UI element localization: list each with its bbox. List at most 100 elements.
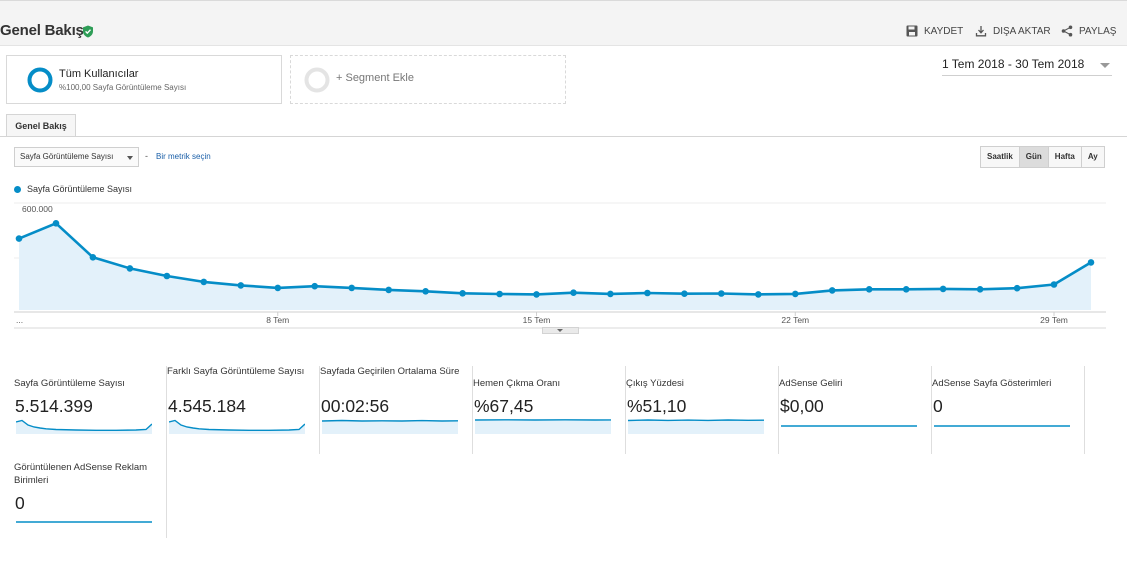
chart-legend: Sayfa Görüntüleme Sayısı [14, 184, 132, 194]
kpi-value: 0 [933, 396, 943, 416]
x-tick-label: ... [16, 315, 23, 325]
kpi-avg-time-on-page[interactable]: Sayfada Geçirilen Ortalama Süre 00:02:56 [320, 366, 473, 454]
tab-divider [0, 136, 1127, 137]
legend-dot [14, 185, 21, 193]
granularity-weekly-button[interactable]: Hafta [1049, 147, 1082, 167]
kpi-bounce-rate[interactable]: Hemen Çıkma Oranı %67,45 [473, 366, 626, 454]
data-point [311, 282, 319, 290]
kpi-sparkline [16, 419, 152, 434]
kpi-value: %67,45 [474, 396, 534, 416]
series-line [18, 222, 1092, 296]
granularity-toggle: Saatlik Gün Hafta Ay [980, 146, 1105, 168]
kpi-adsense-ad-units-viewed[interactable]: Görüntülenen AdSense Reklam Birimleri 0 [14, 450, 167, 538]
data-point [126, 265, 134, 272]
data-point [385, 286, 393, 294]
kpi-sparkline [934, 425, 1070, 427]
granularity-daily-button[interactable]: Gün [1019, 147, 1049, 167]
segment-title: Tüm Kullanıcılar [59, 68, 139, 80]
x-tick-label: 15 Tem [523, 315, 551, 325]
chevron-down-icon [1100, 63, 1110, 68]
kpi-label: Çıkış Yüzdesi [626, 378, 684, 389]
kpi-pageviews[interactable]: Sayfa Görüntüleme Sayısı 5.514.399 [14, 366, 167, 454]
kpi-adsense-page-impressions[interactable]: AdSense Sayfa Gösterimleri 0 [932, 366, 1085, 454]
kpi-adsense-revenue[interactable]: AdSense Geliri $0,00 [779, 366, 932, 454]
save-button[interactable]: KAYDET [906, 25, 963, 37]
kpi-sparkline [16, 521, 152, 523]
data-point [1013, 284, 1021, 292]
data-point [644, 289, 651, 297]
kpi-value: 0 [15, 493, 25, 513]
share-label: PAYLAŞ [1079, 25, 1117, 37]
kpi-label: Hemen Çıkma Oranı [473, 378, 561, 389]
area-fill [19, 223, 1091, 310]
y-tick-label: 600.000 [22, 204, 53, 214]
data-point [828, 287, 836, 294]
data-point [274, 284, 282, 292]
kpi-label: Sayfada Geçirilen Ortalama Süre [320, 366, 460, 377]
data-point [681, 290, 688, 298]
kpi-sparkline [781, 425, 917, 427]
x-tick-label: 8 Tem [266, 315, 289, 325]
segment-ring-icon [27, 67, 53, 98]
kpi-exit-rate[interactable]: Çıkış Yüzdesi %51,10 [626, 366, 779, 454]
legend-label: Sayfa Görüntüleme Sayısı [27, 184, 133, 194]
kpi-value: %51,10 [627, 396, 687, 416]
data-point [865, 286, 873, 293]
data-point [237, 282, 245, 289]
data-point [792, 290, 799, 298]
add-segment-label: + Segment Ekle [336, 72, 414, 84]
empty-segment-ring-icon [304, 67, 330, 98]
segment-subtitle: %100,00 Sayfa Görüntüleme Sayısı [59, 83, 187, 92]
data-point [902, 286, 910, 293]
data-point [15, 235, 23, 242]
kpi-label: Sayfa Görüntüleme Sayısı [14, 378, 125, 389]
data-point [1050, 281, 1058, 288]
x-tick-label: 22 Tem [781, 315, 809, 325]
data-point [533, 291, 540, 298]
metric-select-value: Sayfa Görüntüleme Sayısı [20, 152, 114, 161]
kpi-value: 5.514.399 [15, 396, 93, 416]
kpi-sparkline [169, 419, 305, 434]
data-point [607, 290, 614, 298]
kpi-label: Farklı Sayfa Görüntüleme Sayısı [167, 366, 305, 377]
data-point [89, 253, 97, 261]
kpi-unique-pageviews[interactable]: Farklı Sayfa Görüntüleme Sayısı 4.545.18… [167, 366, 320, 454]
segment-all-users[interactable]: Tüm Kullanıcılar %100,00 Sayfa Görüntüle… [6, 55, 282, 104]
page-title: Genel Bakış [0, 22, 84, 39]
x-tick-label: 29 Tem [1040, 315, 1068, 325]
data-point [348, 284, 356, 292]
metric-separator: - [145, 151, 148, 161]
report-header: Genel Bakış KAYDET DIŞA AKTAR [0, 0, 1127, 46]
data-point [939, 285, 947, 293]
kpi-label: AdSense Geliri [779, 378, 843, 389]
kpi-label: Görüntülenen AdSense Reklam Birimleri [14, 462, 148, 486]
date-range-picker[interactable]: 1 Tem 2018 - 30 Tem 2018 [942, 57, 1112, 76]
share-button[interactable]: PAYLAŞ [1061, 25, 1116, 37]
add-segment-button[interactable]: + Segment Ekle [290, 55, 566, 104]
kpi-sparkline [322, 419, 458, 434]
date-range-label: 1 Tem 2018 - 30 Tem 2018 [942, 57, 1085, 71]
data-point [200, 278, 208, 286]
export-button[interactable]: DIŞA AKTAR [975, 25, 1051, 37]
granularity-hourly-button[interactable]: Saatlik [981, 147, 1020, 167]
data-point [570, 289, 577, 297]
data-point [52, 220, 60, 227]
data-point [459, 290, 466, 297]
data-point [1087, 259, 1095, 266]
kpi-sparkline [475, 419, 611, 434]
kpi-value: $0,00 [780, 396, 824, 416]
tab-overview[interactable]: Genel Bakış [6, 114, 76, 137]
save-label: KAYDET [924, 25, 964, 37]
data-point [755, 291, 762, 298]
floppy-icon [906, 25, 918, 37]
data-point [163, 272, 171, 280]
download-icon [975, 25, 987, 37]
kpi-value: 00:02:56 [321, 396, 390, 416]
data-point [496, 290, 503, 298]
select-second-metric-link[interactable]: Bir metrik seçin [156, 152, 211, 161]
metric-select[interactable]: Sayfa Görüntüleme Sayısı [14, 147, 139, 167]
chart-expand-handle[interactable] [542, 327, 579, 334]
data-point [422, 288, 429, 295]
granularity-monthly-button[interactable]: Ay [1087, 152, 1098, 161]
